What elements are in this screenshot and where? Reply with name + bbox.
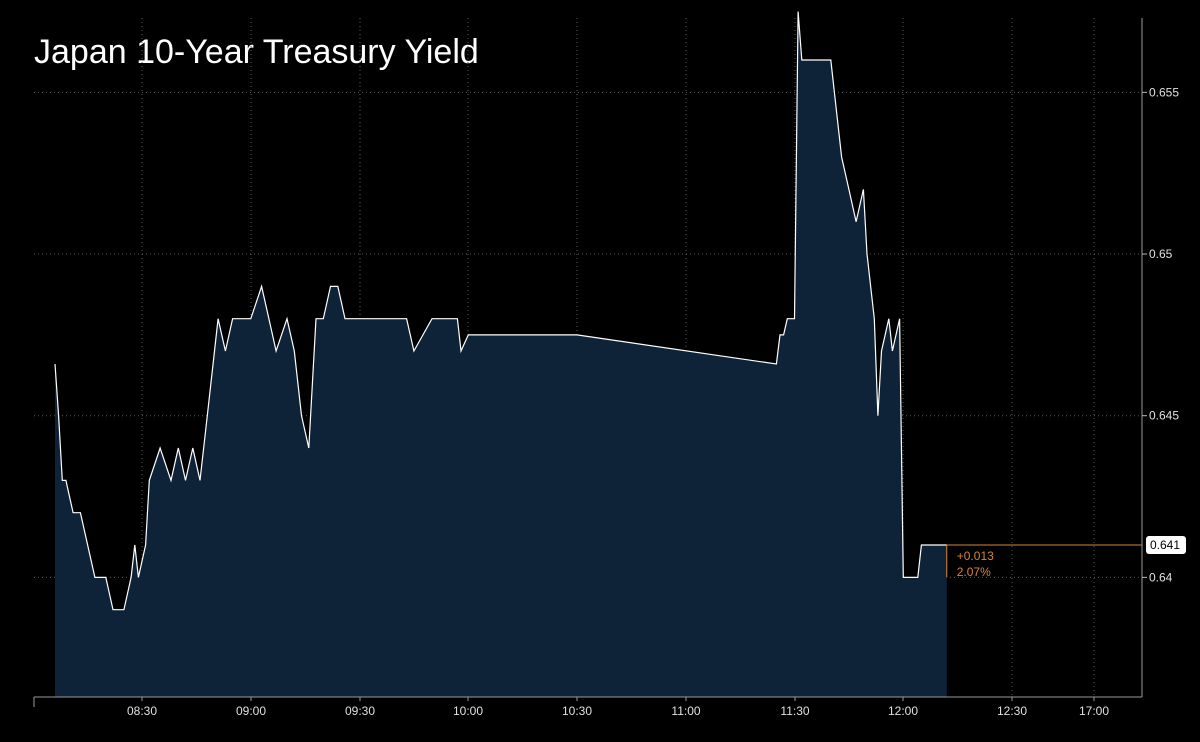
x-tick-label: 12:30 (997, 704, 1027, 718)
x-tick-label: 17:00 (1079, 704, 1109, 718)
x-axis: 08:30 09:00 09:30 10:00 10:30 11:00 11:30 12:00… (33, 697, 1109, 718)
change-percent: 2.07% (957, 565, 991, 579)
x-tick-label: 11:00 (671, 704, 700, 718)
x-tick-label: 09:30 (345, 704, 375, 718)
axes (34, 18, 1143, 698)
x-tick-label: 11:30 (780, 704, 809, 718)
y-tick-label: 0.645 (1149, 409, 1179, 423)
last-value-badge (1146, 536, 1186, 555)
x-tick-label: 09:00 (236, 704, 266, 718)
y-tick-label: 0.64 (1149, 570, 1173, 584)
last-value-label: 0.641 (1150, 538, 1180, 552)
yield-area (55, 11, 947, 697)
last-value-annotation: +0.013 2.07% 0.641 (946, 536, 1186, 579)
y-axis: 0.64 0.645 0.65 0.655 (1142, 85, 1179, 584)
yield-line (54, 11, 947, 611)
change-absolute: +0.013 (957, 549, 994, 563)
x-tick-label: 12:00 (888, 704, 918, 718)
y-tick-label: 0.65 (1149, 247, 1173, 261)
x-tick-label: 08:30 (127, 704, 157, 718)
x-tick-label: 10:30 (562, 704, 592, 718)
chart-title: Japan 10-Year Treasury Yield (34, 33, 479, 71)
x-tick-label: 10:00 (453, 704, 483, 718)
y-tick-label: 0.655 (1149, 85, 1179, 99)
